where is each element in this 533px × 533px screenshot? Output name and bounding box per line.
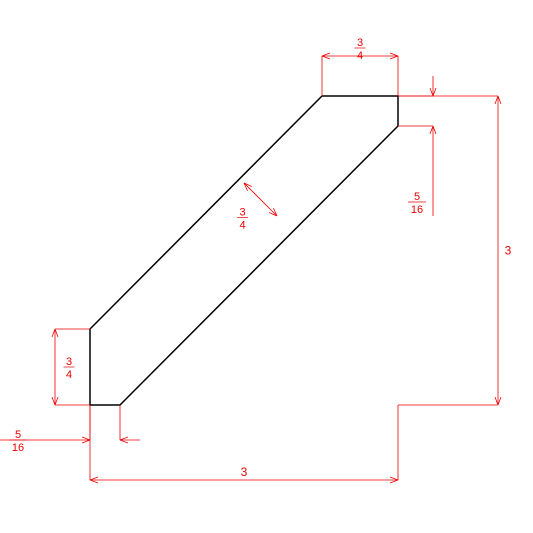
svg-text:3: 3	[239, 207, 245, 219]
svg-text:5: 5	[15, 429, 21, 441]
svg-text:16: 16	[411, 204, 423, 216]
svg-text:3: 3	[66, 356, 72, 368]
svg-text:4: 4	[239, 220, 245, 232]
profile-outline	[90, 96, 398, 405]
svg-text:5: 5	[414, 191, 420, 203]
svg-text:16: 16	[12, 442, 24, 454]
svg-text:4: 4	[357, 50, 363, 62]
diagram-canvas: 34516345163334	[0, 0, 533, 533]
svg-text:3: 3	[241, 465, 248, 479]
svg-text:3: 3	[505, 244, 512, 258]
svg-text:4: 4	[66, 369, 72, 381]
svg-text:3: 3	[357, 37, 363, 49]
